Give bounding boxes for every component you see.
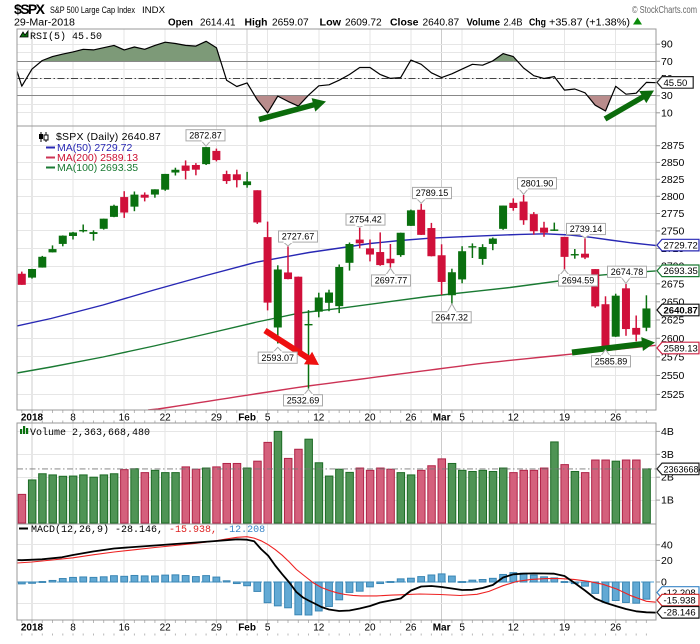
svg-text:Feb: Feb <box>238 413 256 424</box>
svg-text:5: 5 <box>265 413 271 424</box>
svg-text:16: 16 <box>119 623 131 634</box>
svg-text:2739.14: 2739.14 <box>570 224 603 234</box>
svg-text:5: 5 <box>459 623 465 634</box>
svg-text:Volume: Volume <box>467 17 501 29</box>
svg-text:MACD(12,26,9) -28.146, -15.938: MACD(12,26,9) -28.146, -15.938, -12.208 <box>31 524 265 536</box>
svg-text:2525: 2525 <box>661 389 685 401</box>
svg-text:2697.77: 2697.77 <box>375 276 408 286</box>
svg-text:5: 5 <box>459 413 465 424</box>
svg-text:2.4B: 2.4B <box>504 18 523 29</box>
svg-text:8: 8 <box>70 413 76 424</box>
svg-text:+35.87 (+1.38%): +35.87 (+1.38%) <box>549 18 630 29</box>
svg-text:Mar: Mar <box>433 413 451 424</box>
svg-text:2825: 2825 <box>661 174 685 186</box>
svg-text:2614.41: 2614.41 <box>200 18 236 29</box>
svg-text:2801.90: 2801.90 <box>521 179 554 189</box>
svg-text:2729.72: 2729.72 <box>664 241 698 252</box>
svg-text:Open: Open <box>168 17 193 29</box>
svg-text:2675: 2675 <box>661 278 685 290</box>
svg-text:10: 10 <box>661 107 673 119</box>
svg-text:26: 26 <box>405 413 417 424</box>
svg-text:30: 30 <box>661 90 673 102</box>
svg-text:20: 20 <box>364 413 376 424</box>
svg-text:Feb: Feb <box>238 623 256 634</box>
svg-text:-15.938: -15.938 <box>664 596 696 607</box>
svg-text:2694.59: 2694.59 <box>562 276 595 286</box>
svg-text:© StockCharts.com: © StockCharts.com <box>632 5 697 16</box>
svg-text:Close: Close <box>390 17 419 29</box>
svg-text:3B: 3B <box>661 449 674 461</box>
svg-text:29-Mar-2018: 29-Mar-2018 <box>14 18 75 29</box>
svg-text:45.50: 45.50 <box>664 78 688 89</box>
svg-text:1B: 1B <box>661 495 674 507</box>
svg-text:40: 40 <box>661 539 673 551</box>
svg-text:2609.72: 2609.72 <box>345 18 382 29</box>
svg-text:2693.35: 2693.35 <box>664 266 698 277</box>
svg-text:Mar: Mar <box>433 623 451 634</box>
svg-text:RSI(5) 45.50: RSI(5) 45.50 <box>30 31 102 43</box>
svg-text:26: 26 <box>405 623 417 634</box>
svg-text:2018: 2018 <box>21 413 44 424</box>
svg-text:29: 29 <box>211 623 223 634</box>
svg-text:2800: 2800 <box>661 191 685 203</box>
svg-text:2550: 2550 <box>661 370 685 382</box>
svg-text:2674.78: 2674.78 <box>611 267 644 277</box>
svg-text:12: 12 <box>313 623 325 634</box>
svg-text:2754.42: 2754.42 <box>349 215 382 225</box>
svg-text:Chg: Chg <box>529 17 546 29</box>
svg-text:2750: 2750 <box>661 225 685 237</box>
svg-text:High: High <box>245 17 268 29</box>
svg-text:Low: Low <box>320 17 342 29</box>
svg-text:90: 90 <box>661 39 673 51</box>
svg-text:2018: 2018 <box>21 623 44 634</box>
svg-text:2532.69: 2532.69 <box>287 396 320 406</box>
svg-text:2593.07: 2593.07 <box>261 353 294 363</box>
svg-text:5: 5 <box>265 623 271 634</box>
svg-text:$SPX: $SPX <box>14 1 46 17</box>
svg-text:16: 16 <box>119 413 131 424</box>
svg-text:MA(100) 2693.35: MA(100) 2693.35 <box>57 162 138 174</box>
svg-text:2775: 2775 <box>661 208 685 220</box>
svg-text:S&P 500 Large Cap Index: S&P 500 Large Cap Index <box>50 5 135 15</box>
svg-text:20: 20 <box>364 623 376 634</box>
svg-text:2640.87: 2640.87 <box>664 305 698 316</box>
svg-text:22: 22 <box>160 413 172 424</box>
svg-text:2647.32: 2647.32 <box>435 313 468 323</box>
svg-text:-28.146: -28.146 <box>664 608 696 619</box>
svg-text:2872.87: 2872.87 <box>189 131 222 141</box>
svg-text:19: 19 <box>559 413 571 424</box>
svg-text:26: 26 <box>610 623 622 634</box>
svg-text:4B: 4B <box>661 426 674 438</box>
svg-text:19: 19 <box>559 623 571 634</box>
svg-text:2585.89: 2585.89 <box>595 357 628 367</box>
svg-text:12: 12 <box>313 413 325 424</box>
svg-text:2640.87: 2640.87 <box>423 18 460 29</box>
svg-text:29: 29 <box>211 413 223 424</box>
svg-text:2659.07: 2659.07 <box>272 18 309 29</box>
svg-text:70: 70 <box>661 56 673 68</box>
svg-text:INDX: INDX <box>142 5 165 15</box>
svg-text:8: 8 <box>70 623 76 634</box>
svg-text:22: 22 <box>160 623 172 634</box>
svg-text:2727.67: 2727.67 <box>282 232 315 242</box>
svg-text:2850: 2850 <box>661 157 685 169</box>
svg-text:23636684: 23636684 <box>664 464 700 474</box>
svg-text:2789.15: 2789.15 <box>416 188 449 198</box>
svg-text:12: 12 <box>508 413 520 424</box>
svg-text:2589.13: 2589.13 <box>664 343 698 354</box>
svg-text:Volume 2,363,668,480: Volume 2,363,668,480 <box>30 427 150 439</box>
svg-text:2875: 2875 <box>661 140 685 152</box>
svg-text:12: 12 <box>508 623 520 634</box>
svg-text:26: 26 <box>610 413 622 424</box>
svg-text:20: 20 <box>661 555 673 567</box>
